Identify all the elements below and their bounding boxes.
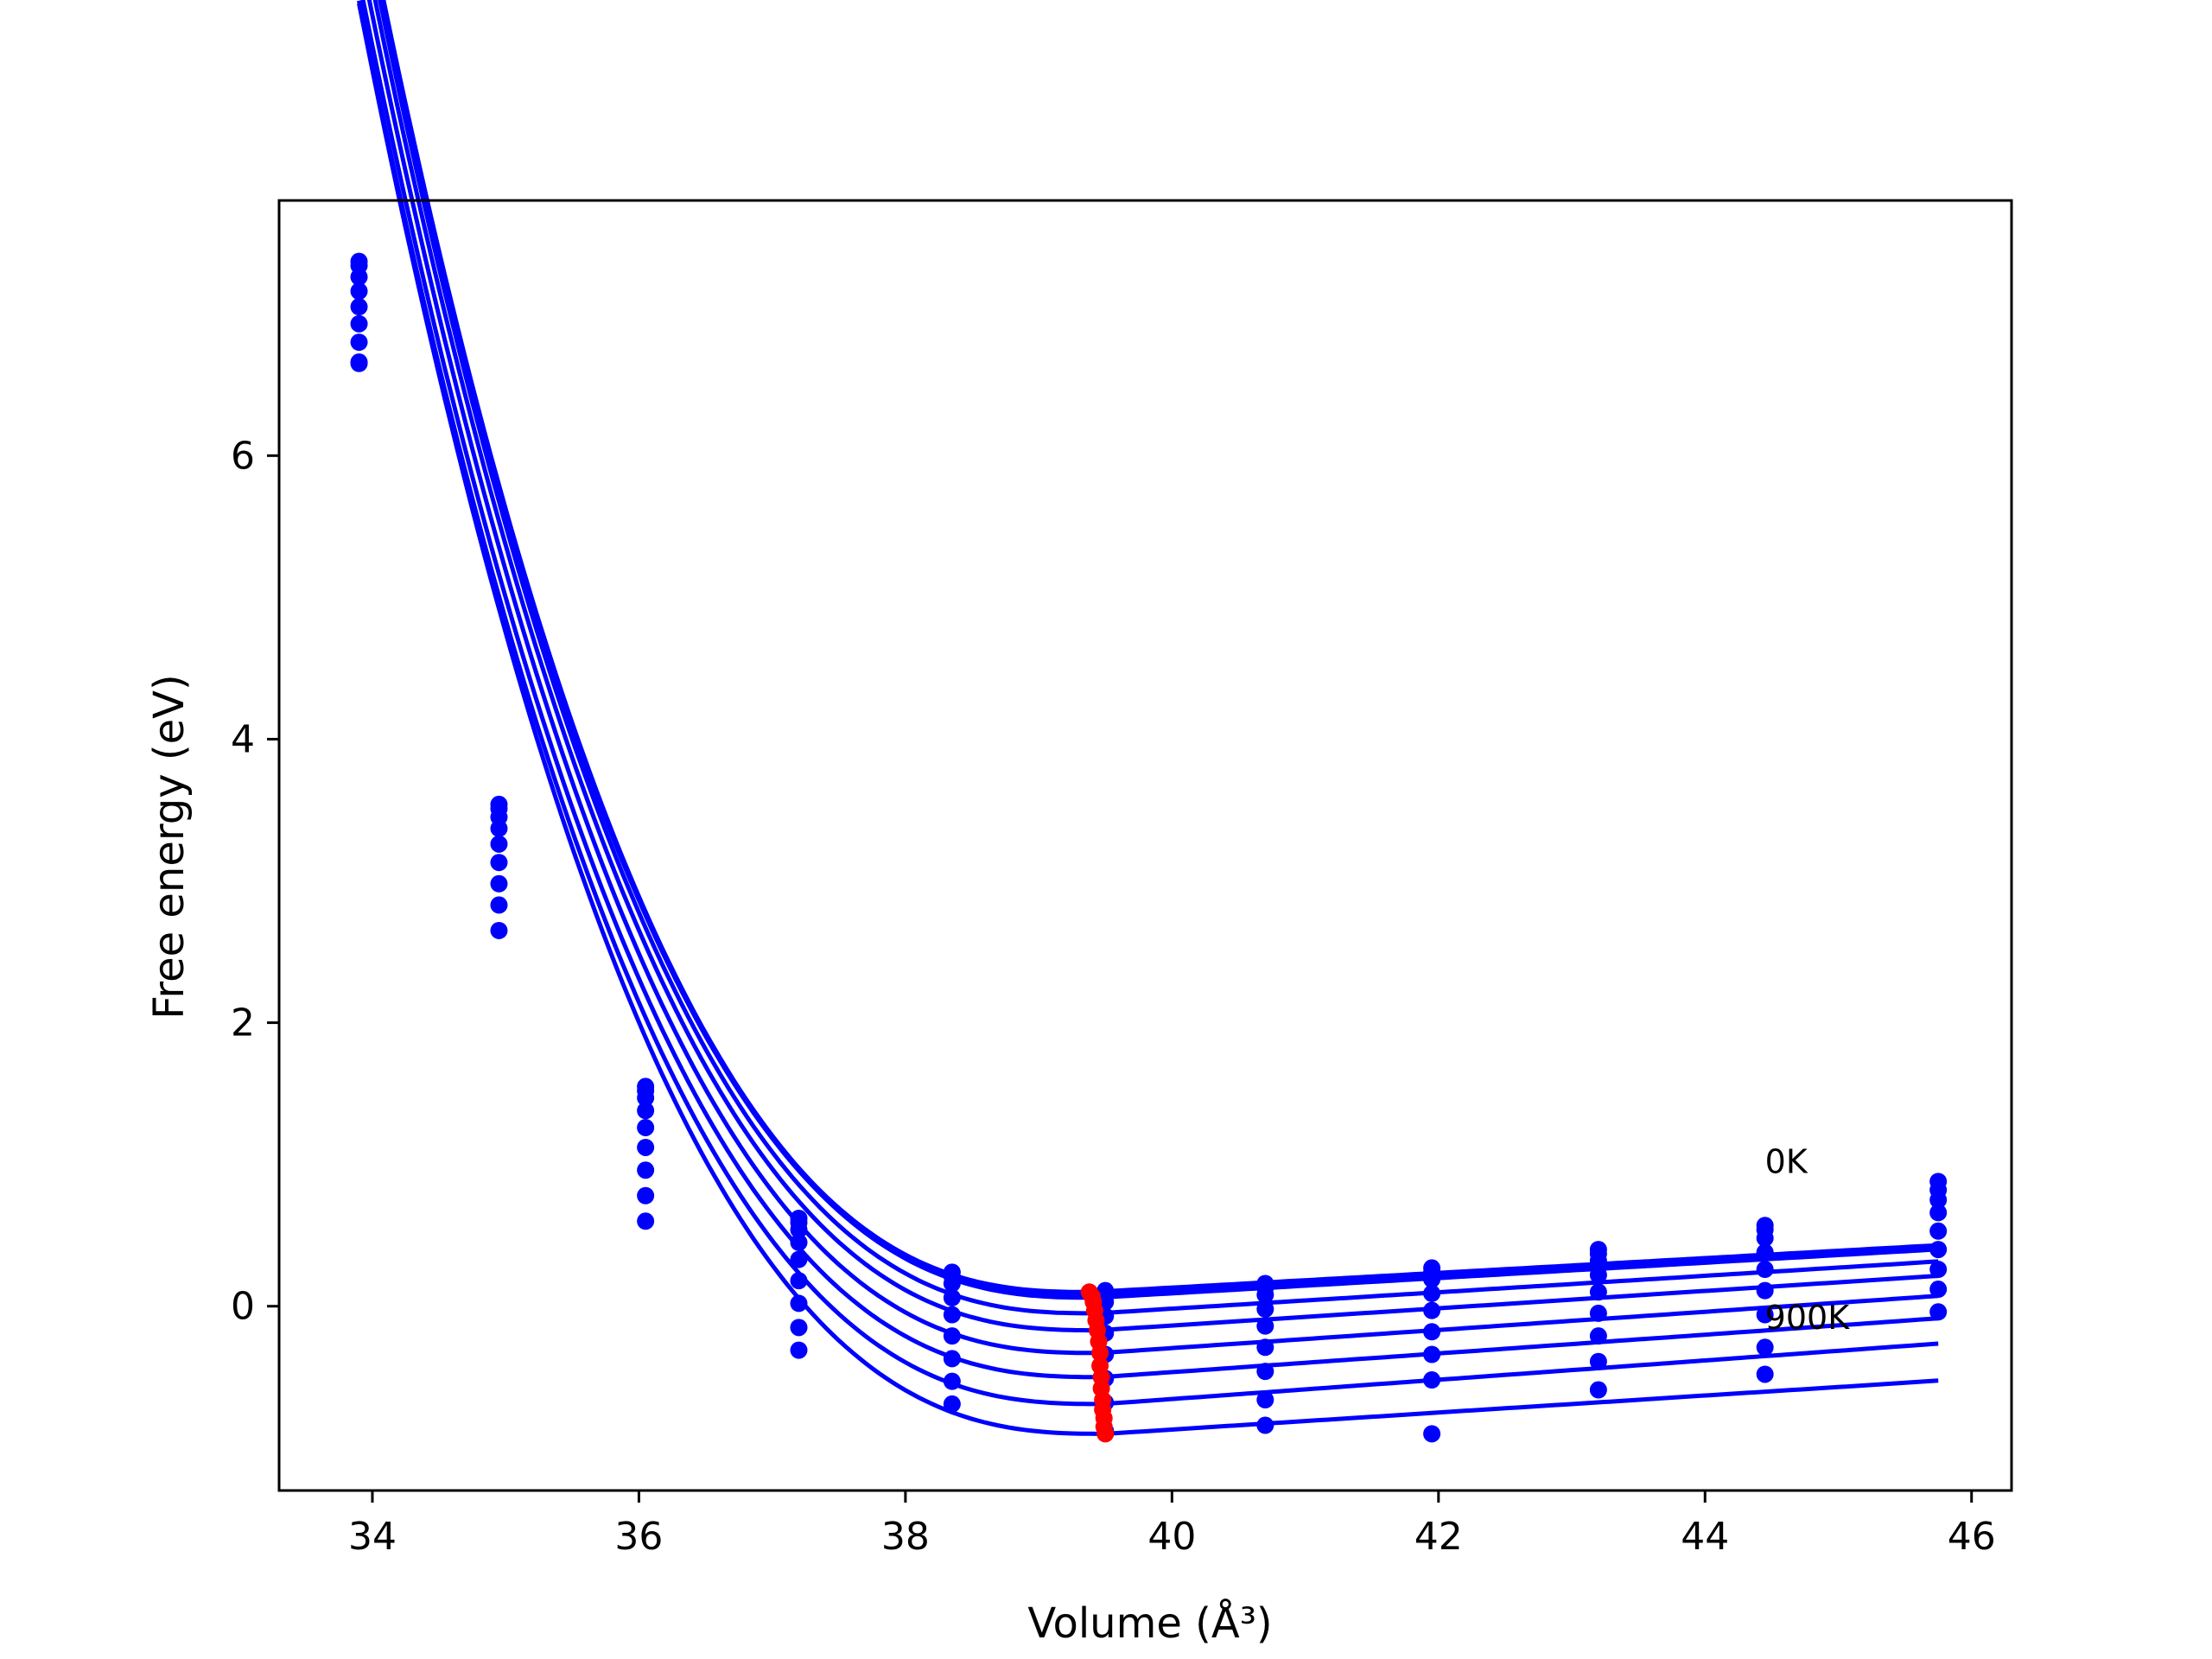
data-point: [1589, 1352, 1607, 1370]
x-tick-label: 46: [1948, 1515, 1996, 1559]
x-tick-label: 44: [1681, 1515, 1729, 1559]
data-point: [943, 1288, 961, 1306]
data-point: [1756, 1338, 1774, 1357]
data-point: [943, 1395, 961, 1413]
data-point: [1423, 1425, 1441, 1443]
label-900k: 900K: [1765, 1299, 1851, 1337]
data-point: [1423, 1301, 1441, 1319]
data-point: [1756, 1281, 1774, 1300]
x-axis-label: Volume (Å³): [1027, 1599, 1272, 1648]
x-axis-ticks: 34 36 38 40 42 44 46: [348, 1491, 1996, 1559]
x-tick-label: 38: [881, 1515, 930, 1559]
data-point: [1256, 1338, 1274, 1357]
data-point: [790, 1319, 808, 1337]
data-point: [1256, 1286, 1274, 1304]
data-point: [943, 1306, 961, 1324]
data-point: [1256, 1363, 1274, 1381]
data-point: [1256, 1416, 1274, 1434]
data-point: [350, 354, 368, 372]
data-point: [1256, 1390, 1274, 1408]
data-point: [1756, 1365, 1774, 1383]
data-points: [350, 252, 1948, 1443]
data-point: [1589, 1381, 1607, 1399]
data-point: [943, 1327, 961, 1345]
data-point: [350, 283, 368, 301]
data-point: [637, 1138, 655, 1156]
data-point: [490, 835, 508, 853]
data-point: [790, 1294, 808, 1313]
data-point: [943, 1372, 961, 1390]
label-0k: 0K: [1765, 1142, 1808, 1180]
x-tick-label: 34: [348, 1515, 397, 1559]
data-point: [350, 298, 368, 316]
data-point: [943, 1350, 961, 1368]
data-point: [1929, 1241, 1948, 1259]
data-point: [790, 1341, 808, 1359]
x-tick-label: 42: [1414, 1515, 1463, 1559]
data-point: [1423, 1284, 1441, 1302]
data-point: [350, 268, 368, 286]
fit-curve-6: [360, 0, 1939, 1380]
minimum-point: [1096, 1425, 1115, 1443]
data-point: [637, 1118, 655, 1136]
data-point: [637, 1161, 655, 1179]
data-point: [637, 1102, 655, 1120]
data-point: [1929, 1204, 1948, 1222]
data-point: [1756, 1306, 1774, 1324]
data-point: [1929, 1191, 1948, 1209]
data-point: [1929, 1261, 1948, 1279]
data-point: [350, 315, 368, 333]
x-tick-label: 36: [614, 1515, 663, 1559]
fit-curve-5: [366, 0, 1939, 1356]
data-point: [1589, 1266, 1607, 1284]
data-point: [1423, 1323, 1441, 1341]
data-point: [490, 874, 508, 893]
data-point: [637, 1186, 655, 1205]
data-point: [1589, 1283, 1607, 1301]
data-point: [490, 854, 508, 872]
data-point: [790, 1250, 808, 1268]
y-tick-label: 0: [231, 1285, 255, 1329]
data-point: [1589, 1304, 1607, 1322]
data-point: [637, 1212, 655, 1230]
data-point: [1756, 1229, 1774, 1247]
plot-frame: [277, 199, 2013, 1492]
data-point: [1589, 1252, 1607, 1270]
data-point: [1929, 1303, 1948, 1321]
y-axis-label: Free energy (eV): [145, 674, 194, 1019]
data-point: [1423, 1371, 1441, 1389]
data-point: [1423, 1270, 1441, 1288]
y-tick-label: 4: [231, 717, 255, 761]
data-point: [1589, 1327, 1607, 1345]
fit-curve-7: [357, 0, 1939, 1407]
y-axis-ticks: 0 2 4 6: [231, 434, 279, 1329]
fit-curves: [357, 0, 1939, 1436]
data-point: [1256, 1300, 1274, 1318]
data-point: [1756, 1261, 1774, 1279]
fit-curve-8: [357, 3, 1939, 1436]
fit-curve-4: [372, 0, 1939, 1333]
data-point: [1929, 1222, 1948, 1240]
minimum-point: [1091, 1344, 1109, 1362]
data-point: [1256, 1317, 1274, 1335]
data-point: [490, 819, 508, 837]
data-point: [790, 1233, 808, 1251]
minima-points: [1080, 1283, 1115, 1443]
data-point: [490, 896, 508, 914]
y-tick-label: 6: [231, 434, 255, 478]
data-point: [490, 921, 508, 939]
data-point: [1929, 1281, 1948, 1299]
fit-curve-2: [379, 0, 1939, 1300]
data-point: [790, 1221, 808, 1239]
y-tick-label: 2: [231, 1001, 255, 1046]
data-point: [350, 334, 368, 352]
data-point: [1423, 1345, 1441, 1363]
data-point: [1756, 1243, 1774, 1262]
fit-curve-3: [378, 0, 1939, 1316]
data-point: [637, 1089, 655, 1107]
data-point: [790, 1272, 808, 1290]
x-tick-label: 40: [1147, 1515, 1196, 1559]
data-point: [943, 1274, 961, 1293]
